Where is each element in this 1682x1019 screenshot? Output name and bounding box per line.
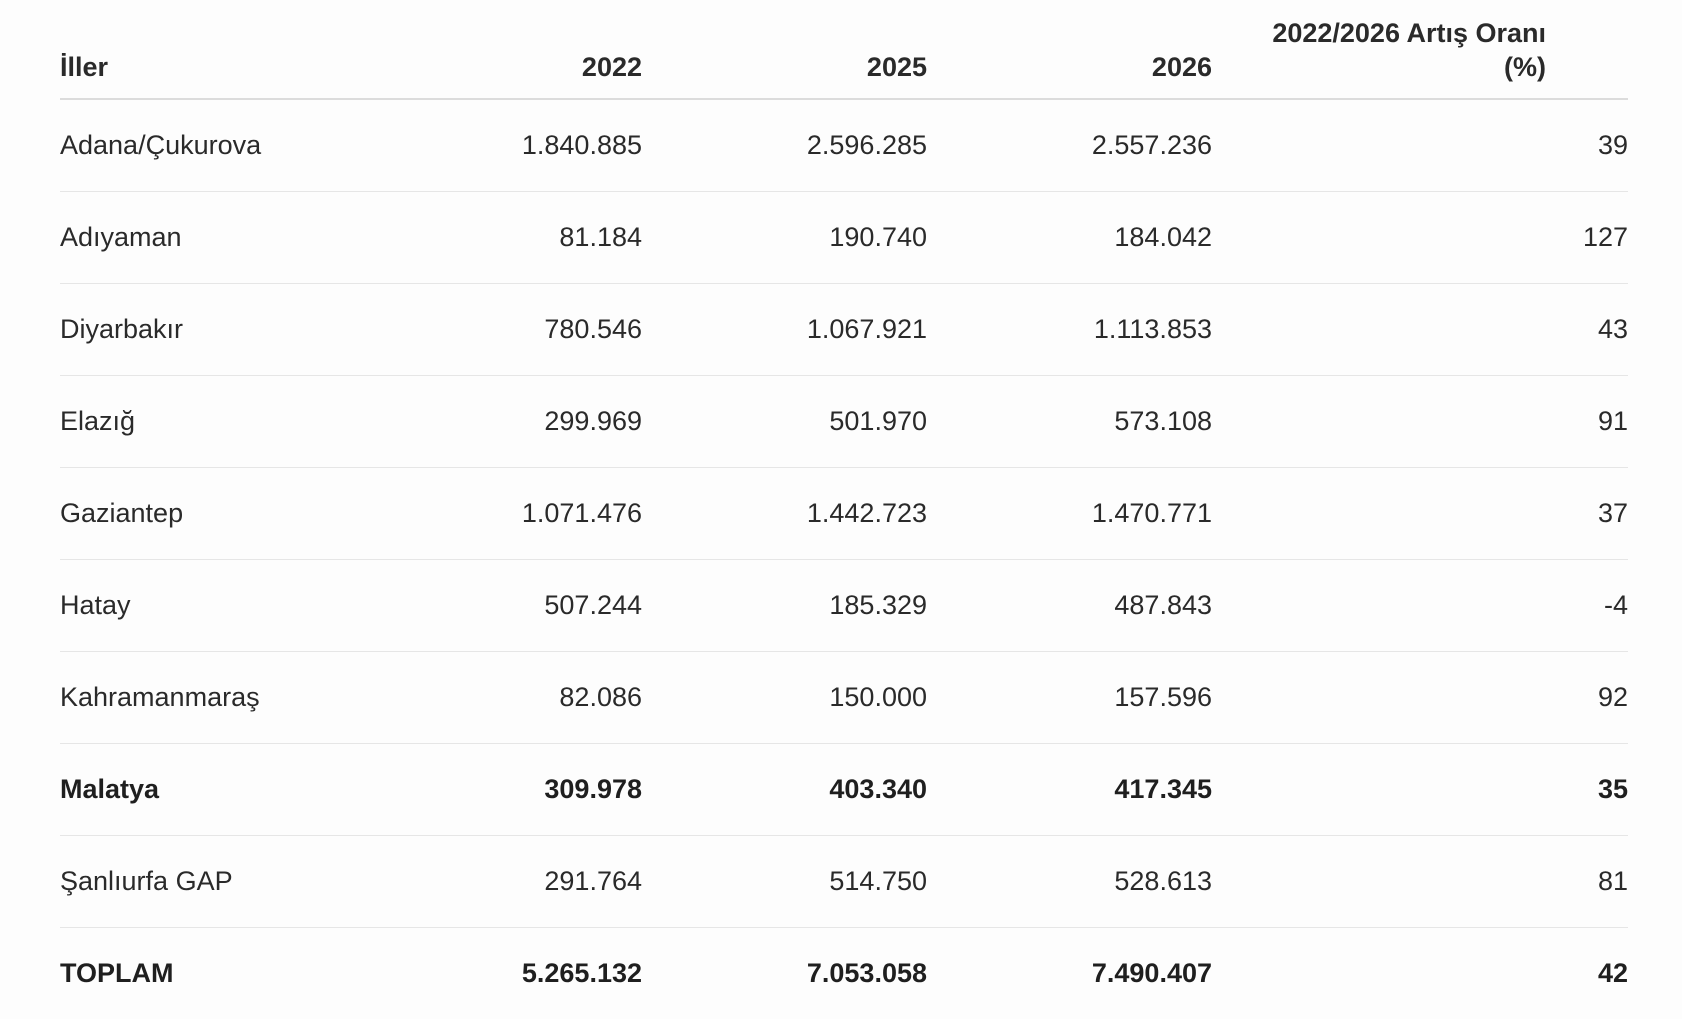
data-table-container: İller 2022 2025 2026 2022/2026 Artış Ora… [60, 0, 1628, 1019]
cell-province: TOPLAM [60, 928, 322, 1019]
cell-2025: 185.329 [642, 560, 927, 652]
cell-growth-rate: 35 [1212, 744, 1628, 836]
cell-2022: 82.086 [322, 652, 642, 744]
cell-growth-rate: 39 [1212, 99, 1628, 192]
cell-2025: 403.340 [642, 744, 927, 836]
data-table: İller 2022 2025 2026 2022/2026 Artış Ora… [60, 0, 1628, 1019]
cell-2025: 190.740 [642, 192, 927, 284]
cell-2025: 2.596.285 [642, 99, 927, 192]
cell-2026: 573.108 [927, 376, 1212, 468]
cell-province: Gaziantep [60, 468, 322, 560]
cell-2025: 501.970 [642, 376, 927, 468]
cell-2022: 309.978 [322, 744, 642, 836]
cell-growth-rate: 92 [1212, 652, 1628, 744]
cell-province: Elazığ [60, 376, 322, 468]
cell-2025: 7.053.058 [642, 928, 927, 1019]
cell-province: Diyarbakır [60, 284, 322, 376]
cell-growth-rate: 127 [1212, 192, 1628, 284]
cell-2026: 1.113.853 [927, 284, 1212, 376]
cell-province: Şanlıurfa GAP [60, 836, 322, 928]
cell-2026: 487.843 [927, 560, 1212, 652]
cell-2025: 1.067.921 [642, 284, 927, 376]
header-growth-rate-label: 2022/2026 Artış Oranı [1212, 16, 1546, 50]
header-iller: İller [60, 0, 322, 99]
table-header: İller 2022 2025 2026 2022/2026 Artış Ora… [60, 0, 1628, 99]
cell-2026: 157.596 [927, 652, 1212, 744]
cell-2022: 291.764 [322, 836, 642, 928]
cell-2025: 150.000 [642, 652, 927, 744]
cell-2026: 417.345 [927, 744, 1212, 836]
cell-2022: 5.265.132 [322, 928, 642, 1019]
cell-2022: 1.071.476 [322, 468, 642, 560]
cell-2026: 7.490.407 [927, 928, 1212, 1019]
cell-2022: 81.184 [322, 192, 642, 284]
cell-growth-rate: 37 [1212, 468, 1628, 560]
cell-growth-rate: 42 [1212, 928, 1628, 1019]
cell-2026: 2.557.236 [927, 99, 1212, 192]
cell-2026: 184.042 [927, 192, 1212, 284]
cell-province: Kahramanmaraş [60, 652, 322, 744]
cell-2026: 1.470.771 [927, 468, 1212, 560]
cell-province: Adana/Çukurova [60, 99, 322, 192]
cell-2022: 1.840.885 [322, 99, 642, 192]
cell-growth-rate: 43 [1212, 284, 1628, 376]
header-2022: 2022 [322, 0, 642, 99]
cell-growth-rate: -4 [1212, 560, 1628, 652]
cell-2026: 528.613 [927, 836, 1212, 928]
header-2026: 2026 [927, 0, 1212, 99]
cell-2022: 780.546 [322, 284, 642, 376]
cell-province: Adıyaman [60, 192, 322, 284]
cell-province: Hatay [60, 560, 322, 652]
header-row: İller 2022 2025 2026 2022/2026 Artış Ora… [60, 0, 1628, 99]
cell-growth-rate: 91 [1212, 376, 1628, 468]
header-growth-rate-unit: (%) [1212, 50, 1546, 84]
cell-growth-rate: 81 [1212, 836, 1628, 928]
cell-2022: 507.244 [322, 560, 642, 652]
cell-2025: 1.442.723 [642, 468, 927, 560]
header-growth-rate: 2022/2026 Artış Oranı (%) [1212, 0, 1628, 99]
header-2025: 2025 [642, 0, 927, 99]
cell-2022: 299.969 [322, 376, 642, 468]
cell-2025: 514.750 [642, 836, 927, 928]
cell-province: Malatya [60, 744, 322, 836]
